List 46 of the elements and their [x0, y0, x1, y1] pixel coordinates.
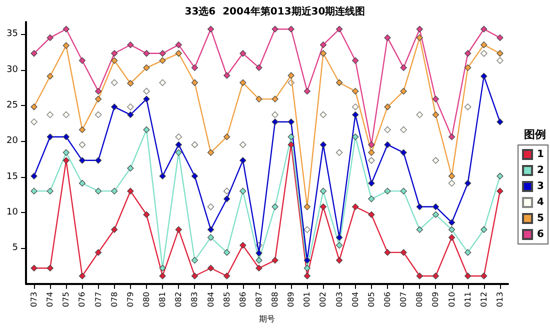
- x-tick-label: 003: [334, 292, 344, 308]
- y-tick-label: 10: [6, 207, 18, 218]
- y-tick-label: 35: [6, 29, 18, 40]
- x-tick-label: 010: [447, 292, 456, 308]
- x-tick-label: 074: [46, 292, 55, 308]
- x-tick-label: 082: [174, 292, 184, 308]
- x-tick-label: 076: [78, 292, 87, 308]
- legend-label: 5: [537, 213, 544, 224]
- x-tick-label: 002: [318, 292, 328, 308]
- x-tick-label: 077: [94, 292, 103, 308]
- legend-label: 2: [537, 165, 544, 176]
- x-tick-label: 080: [142, 292, 151, 308]
- x-tick-label: 075: [62, 292, 71, 308]
- x-tick-label: 085: [222, 292, 232, 308]
- x-tick-label: 078: [110, 292, 119, 308]
- x-tick-label: 086: [238, 292, 248, 308]
- x-tick-label: 012: [479, 292, 488, 308]
- x-tick-label: 006: [383, 292, 392, 308]
- chart-title: 33选6 2004年第013期近30期连线图: [184, 6, 366, 18]
- x-tick-label: 011: [463, 292, 472, 308]
- x-tick-label: 087: [254, 292, 264, 308]
- legend-label: 6: [537, 229, 544, 240]
- x-tick-label: 013: [495, 292, 504, 308]
- x-tick-label: 089: [286, 292, 296, 308]
- legend-label: 3: [537, 181, 544, 192]
- x-tick-label: 004: [350, 292, 360, 308]
- y-tick-label: 20: [6, 136, 18, 146]
- x-tick-label: 088: [270, 292, 280, 308]
- y-tick-label: 25: [6, 100, 18, 110]
- x-tick-label: 081: [158, 292, 168, 308]
- y-tick-label: 15: [6, 172, 18, 182]
- x-tick-label: 009: [431, 292, 440, 308]
- x-tick-label: 007: [399, 292, 408, 308]
- legend-label: 4: [537, 197, 544, 208]
- x-tick-label: 079: [126, 292, 135, 308]
- x-tick-label: 001: [302, 292, 312, 308]
- legend-title: 图例: [524, 128, 546, 141]
- x-tick-label: 083: [190, 292, 200, 308]
- legend-label: 1: [537, 149, 544, 160]
- x-tick-label: 005: [366, 292, 376, 308]
- x-tick-label: 008: [415, 292, 424, 308]
- y-tick-label: 5: [12, 243, 18, 254]
- x-axis-title: 期号: [259, 314, 275, 324]
- x-tick-label: 073: [30, 292, 39, 308]
- y-tick-label: 30: [6, 64, 18, 75]
- x-tick-label: 084: [206, 292, 216, 308]
